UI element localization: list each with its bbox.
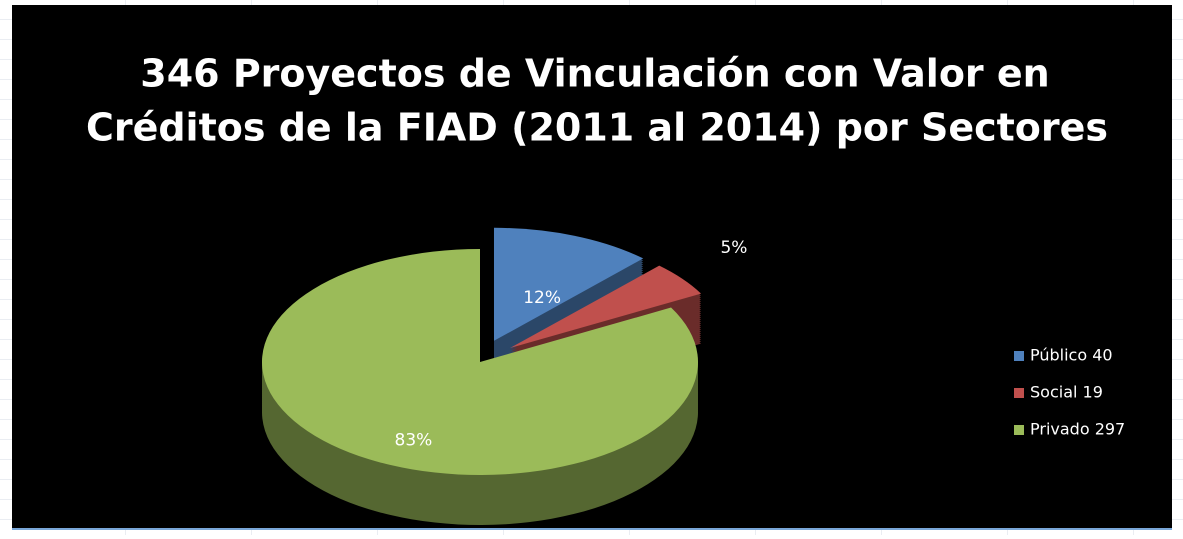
- legend-swatch: [1014, 351, 1024, 361]
- slice: [493, 227, 644, 341]
- legend-label: Público 40: [1030, 346, 1113, 365]
- legend-label: Privado 297: [1030, 420, 1125, 439]
- slice: [261, 249, 698, 476]
- chart-title: Créditos de la FIAD (2011 al 2014) por S…: [86, 106, 1108, 150]
- data-label: 5%: [720, 238, 747, 258]
- legend-swatch: [1014, 425, 1024, 435]
- chart-title: 346 Proyectos de Vinculación con Valor e…: [140, 52, 1049, 96]
- data-label: 83%: [395, 430, 433, 450]
- legend-swatch: [1014, 388, 1024, 398]
- legend-label: Social 19: [1030, 383, 1103, 402]
- slice: [510, 265, 702, 349]
- data-label: 12%: [523, 288, 561, 308]
